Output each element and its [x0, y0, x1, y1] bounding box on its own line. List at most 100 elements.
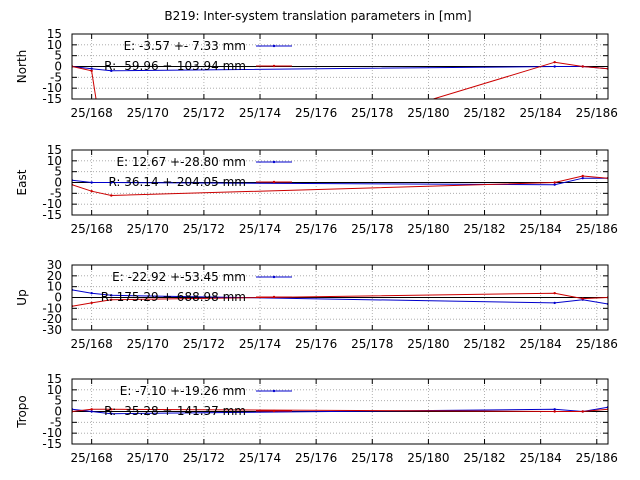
x-tick-label: 25/178 — [351, 222, 393, 236]
data-point-r — [90, 408, 93, 411]
data-point-e — [553, 301, 556, 305]
x-tick-label: 25/168 — [71, 222, 113, 236]
x-tick-label: 25/176 — [295, 222, 337, 236]
x-tick-label: 25/184 — [520, 337, 562, 351]
y-tick-label: -30 — [42, 323, 62, 337]
y-tick-label: 10 — [47, 383, 62, 397]
x-tick-label: 25/186 — [576, 337, 618, 351]
data-point-r — [581, 65, 584, 68]
x-tick-label: 25/178 — [351, 451, 393, 465]
x-tick-label: 25/182 — [463, 337, 505, 351]
x-tick-label: 25/172 — [183, 106, 225, 120]
x-tick-label: 25/178 — [351, 106, 393, 120]
legend-marker — [272, 160, 276, 164]
data-point-e — [90, 291, 93, 295]
y-tick-label: 0 — [54, 291, 62, 305]
y-tick-label: -10 — [42, 301, 62, 315]
y-axis-label: North — [15, 50, 29, 84]
y-tick-label: 5 — [54, 165, 62, 179]
series-group — [72, 405, 608, 415]
legend-label: R: 36.14 +-204.05 mm — [108, 175, 246, 189]
data-point-r — [553, 291, 556, 295]
legend-marker — [272, 409, 276, 413]
x-tick-label: 25/180 — [407, 222, 449, 236]
data-point-r — [90, 189, 93, 193]
legend-label: E: 12.67 +-28.80 mm — [116, 155, 246, 169]
data-point-r — [581, 297, 584, 300]
series-line-r — [72, 61, 608, 99]
y-axis-label: Tropo — [15, 395, 29, 429]
series-line-r — [72, 408, 608, 412]
y-tick-label: -15 — [42, 437, 62, 451]
y-tick-label: -20 — [42, 312, 62, 326]
y-tick-label: 0 — [54, 405, 62, 419]
data-point-e — [110, 412, 113, 415]
x-tick-label: 25/182 — [463, 222, 505, 236]
data-point-e — [90, 67, 93, 70]
y-tick-label: 30 — [47, 258, 62, 272]
data-point-r — [110, 194, 113, 197]
x-tick-label: 25/180 — [407, 337, 449, 351]
plot-frame — [71, 378, 609, 445]
y-tick-label: 5 — [54, 49, 62, 63]
x-tick-label: 25/184 — [520, 451, 562, 465]
chart-title: B219: Inter-system translation parameter… — [164, 9, 471, 23]
data-point-r — [553, 410, 556, 413]
x-tick-label: 25/184 — [520, 222, 562, 236]
x-tick-label: 25/170 — [127, 337, 169, 351]
y-tick-label: -10 — [42, 81, 62, 95]
data-point-r — [110, 298, 113, 301]
x-tick-label: 25/172 — [183, 337, 225, 351]
legend-marker — [272, 295, 276, 299]
data-point-e — [110, 69, 113, 73]
legend-marker — [272, 44, 276, 48]
data-point-e — [110, 181, 113, 184]
data-point-e — [553, 183, 556, 186]
y-tick-label: 0 — [54, 176, 62, 190]
series-group — [72, 288, 608, 308]
y-tick-label: 15 — [47, 143, 62, 157]
x-tick-label: 25/170 — [127, 106, 169, 120]
y-tick-label: -5 — [50, 70, 62, 84]
x-tick-label: 25/186 — [576, 451, 618, 465]
y-tick-label: -15 — [42, 92, 62, 106]
legend-label: E: -22.92 +-53.45 mm — [112, 270, 246, 284]
data-point-e — [110, 294, 113, 297]
legend-label: E: -7.10 +-19.26 mm — [120, 384, 246, 398]
data-point-r — [553, 60, 556, 64]
x-tick-label: 25/182 — [463, 451, 505, 465]
legend-marker — [272, 180, 276, 184]
y-tick-label: 0 — [54, 60, 62, 74]
series-line-e — [72, 177, 608, 186]
y-tick-label: 20 — [47, 269, 62, 283]
y-tick-label: 10 — [47, 280, 62, 294]
series-group — [72, 60, 608, 99]
y-tick-label: -5 — [50, 186, 62, 200]
y-tick-label: 15 — [47, 27, 62, 41]
legend-label: R: -35.28 +-141.37 mm — [104, 404, 246, 418]
data-point-r — [581, 410, 584, 413]
x-tick-label: 25/184 — [520, 106, 562, 120]
x-tick-label: 25/174 — [239, 337, 281, 351]
x-tick-label: 25/176 — [295, 106, 337, 120]
legend-label: E: -3.57 +- 7.33 mm — [124, 39, 246, 53]
series-line-r — [72, 292, 608, 307]
data-point-e — [581, 176, 584, 180]
x-tick-label: 25/180 — [407, 106, 449, 120]
y-tick-label: 15 — [47, 372, 62, 386]
data-point-r — [581, 174, 584, 178]
x-tick-label: 25/168 — [71, 106, 113, 120]
data-point-e — [553, 408, 556, 411]
data-point-r — [90, 301, 93, 305]
y-tick-label: -5 — [50, 415, 62, 429]
x-tick-label: 25/186 — [576, 222, 618, 236]
data-point-r — [553, 181, 556, 184]
legend-marker — [272, 275, 276, 279]
x-tick-label: 25/172 — [183, 222, 225, 236]
x-tick-label: 25/174 — [239, 106, 281, 120]
y-tick-label: -15 — [42, 208, 62, 222]
data-point-r — [90, 69, 93, 73]
